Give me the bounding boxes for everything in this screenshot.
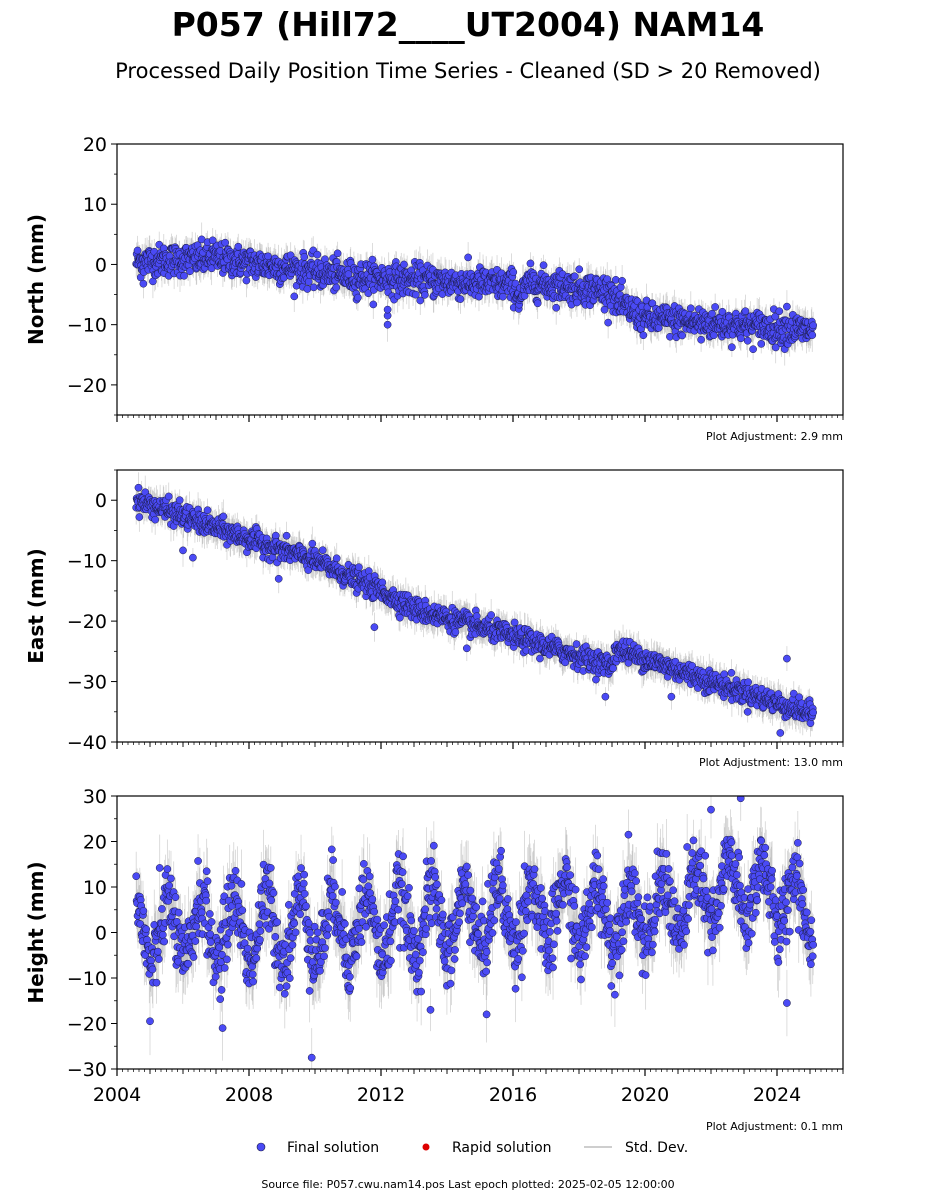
data-point	[775, 307, 784, 316]
data-point	[368, 255, 377, 264]
data-point	[309, 283, 318, 292]
figure-subtitle: Processed Daily Position Time Series - C…	[115, 59, 821, 83]
east-plot-area	[132, 472, 818, 742]
data-point	[575, 265, 584, 274]
data-point	[709, 331, 718, 340]
y-tick-label: 0	[95, 254, 107, 276]
data-point	[133, 246, 142, 255]
data-point	[234, 242, 243, 251]
data-point	[808, 331, 817, 339]
data-point	[400, 260, 408, 269]
data-point	[464, 253, 472, 262]
y-tick-label: −20	[67, 375, 107, 397]
figure-title: P057 (Hill72____UT2004) NAM14	[172, 5, 765, 44]
y-tick-label: −10	[67, 315, 107, 337]
data-point	[711, 303, 720, 311]
data-point	[134, 483, 143, 492]
data-point	[304, 277, 313, 286]
data-point	[570, 272, 579, 281]
data-point	[678, 331, 687, 340]
data-point	[383, 305, 392, 314]
data-point	[686, 304, 695, 313]
data-point	[383, 320, 392, 329]
data-point	[604, 318, 612, 327]
data-point	[728, 343, 736, 352]
data-point	[771, 312, 780, 321]
data-point	[332, 283, 341, 292]
data-point	[333, 249, 342, 258]
data-point	[303, 285, 312, 293]
data-point	[164, 492, 173, 501]
data-point	[708, 309, 716, 318]
data-point	[420, 291, 429, 299]
data-point	[208, 236, 217, 245]
data-point	[749, 345, 757, 354]
data-point	[203, 506, 212, 515]
y-tick-label: 20	[83, 134, 107, 156]
data-point	[135, 513, 144, 521]
data-point	[616, 283, 625, 292]
data-point	[600, 305, 609, 314]
data-point	[737, 334, 745, 343]
data-point	[290, 292, 299, 301]
data-point	[369, 300, 378, 309]
north-points	[132, 235, 818, 354]
data-point	[313, 250, 322, 259]
data-point	[526, 259, 535, 268]
data-point	[180, 271, 188, 280]
data-point	[809, 321, 818, 330]
data-point	[533, 299, 542, 308]
north-y-axis-label: North (mm)	[24, 214, 48, 345]
data-point	[741, 307, 750, 316]
data-point	[783, 302, 791, 311]
data-point	[611, 276, 620, 284]
data-point	[300, 253, 309, 261]
data-point	[757, 340, 766, 348]
data-point	[654, 324, 663, 332]
data-point	[743, 336, 752, 345]
data-point	[552, 303, 561, 312]
data-point	[354, 293, 362, 302]
north-plot-area	[132, 222, 818, 366]
data-point	[411, 290, 420, 299]
data-point	[697, 335, 705, 344]
data-point	[618, 277, 626, 285]
data-point	[456, 295, 465, 303]
east-points	[132, 483, 818, 737]
data-point	[221, 238, 230, 247]
data-point	[648, 299, 657, 308]
data-point	[219, 512, 228, 521]
data-point	[499, 292, 507, 301]
y-tick-label: 10	[83, 194, 107, 216]
data-point	[509, 268, 518, 276]
data-point	[242, 276, 251, 285]
data-point	[416, 296, 425, 305]
data-point	[639, 331, 648, 340]
data-point	[771, 343, 780, 352]
data-point	[344, 270, 353, 279]
data-point	[539, 261, 548, 270]
data-point	[151, 515, 160, 524]
data-point	[139, 279, 148, 288]
data-point	[718, 307, 727, 316]
north-plot-adjustment: Plot Adjustment: 2.9 mm	[706, 430, 843, 443]
north-panel: −20 −10 0 10 20 North (mm) Plot Adjustment: 2.…	[24, 134, 844, 443]
data-point	[475, 292, 483, 301]
